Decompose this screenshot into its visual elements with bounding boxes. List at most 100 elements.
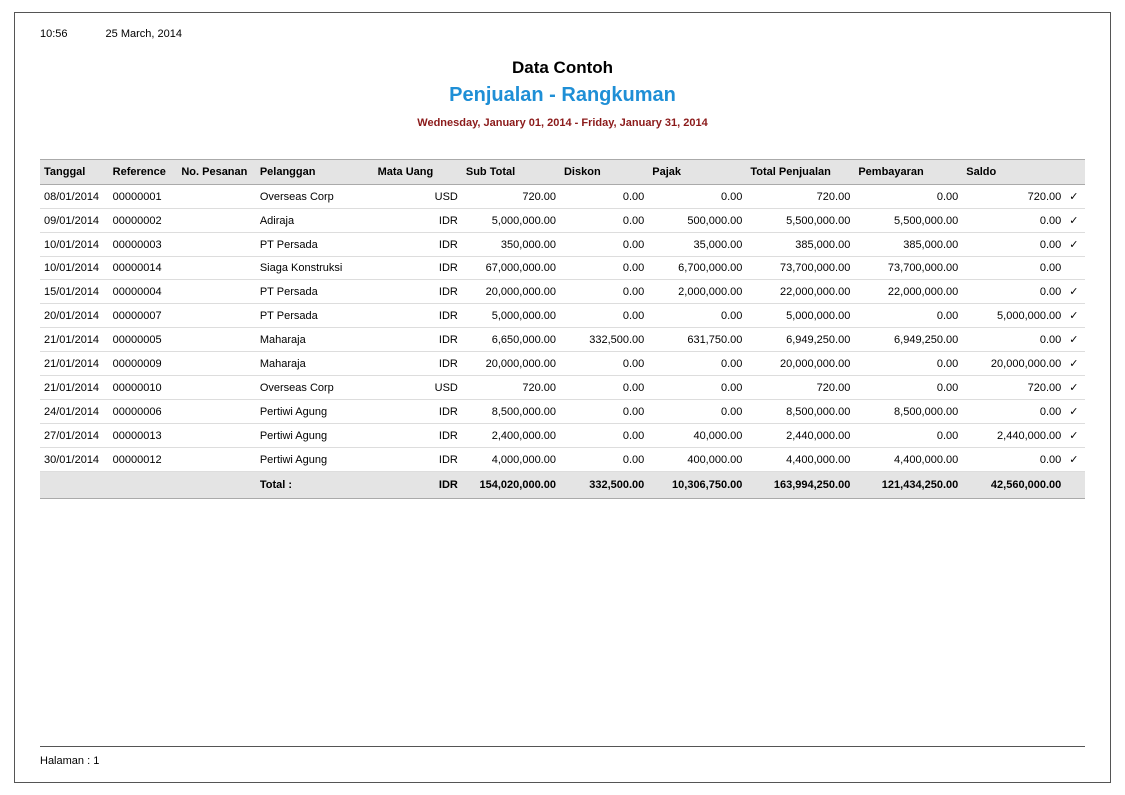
cell-total-penjualan: 720.00: [746, 185, 854, 209]
cell-tanggal: 27/01/2014: [40, 424, 109, 448]
cell-mata-uang: IDR: [374, 280, 462, 304]
cell-pesanan: [177, 304, 255, 328]
cell-tanggal: 10/01/2014: [40, 233, 109, 257]
sales-table: Tanggal Reference No. Pesanan Pelanggan …: [40, 159, 1085, 499]
total-diskon: 332,500.00: [560, 472, 648, 499]
table-row: 08/01/201400000001Overseas CorpUSD720.00…: [40, 185, 1085, 209]
cell-sub-total: 4,000,000.00: [462, 448, 560, 472]
cell-pelanggan: Pertiwi Agung: [256, 448, 374, 472]
cell-reference: 00000005: [109, 328, 178, 352]
cell-pembayaran: 0.00: [854, 185, 962, 209]
cell-reference: 00000004: [109, 280, 178, 304]
report-date: 25 March, 2014: [106, 28, 182, 40]
total-sub-total: 154,020,000.00: [462, 472, 560, 499]
cell-total-penjualan: 720.00: [746, 376, 854, 400]
cell-sub-total: 6,650,000.00: [462, 328, 560, 352]
cell-mata-uang: IDR: [374, 209, 462, 233]
table-row: 21/01/201400000010Overseas CorpUSD720.00…: [40, 376, 1085, 400]
cell-sub-total: 720.00: [462, 185, 560, 209]
cell-sub-total: 5,000,000.00: [462, 304, 560, 328]
cell-diskon: 0.00: [560, 304, 648, 328]
cell-tanggal: 10/01/2014: [40, 257, 109, 280]
cell-tanggal: 15/01/2014: [40, 280, 109, 304]
cell-mata-uang: IDR: [374, 424, 462, 448]
company-title: Data Contoh: [40, 58, 1085, 78]
check-icon: ✓: [1065, 209, 1085, 233]
report-date-range: Wednesday, January 01, 2014 - Friday, Ja…: [40, 117, 1085, 129]
cell-pesanan: [177, 424, 255, 448]
cell-total-penjualan: 385,000.00: [746, 233, 854, 257]
check-icon: ✓: [1065, 280, 1085, 304]
check-icon: ✓: [1065, 233, 1085, 257]
cell-sub-total: 20,000,000.00: [462, 280, 560, 304]
cell-pelanggan: PT Persada: [256, 304, 374, 328]
cell-pajak: 0.00: [648, 185, 746, 209]
cell-diskon: 0.00: [560, 376, 648, 400]
cell-pesanan: [177, 257, 255, 280]
check-icon: ✓: [1065, 304, 1085, 328]
total-label: Total :: [256, 472, 374, 499]
table-row: 30/01/201400000012Pertiwi AgungIDR4,000,…: [40, 448, 1085, 472]
table-row: 09/01/201400000002AdirajaIDR5,000,000.00…: [40, 209, 1085, 233]
cell-reference: 00000003: [109, 233, 178, 257]
cell-saldo: 0.00: [962, 328, 1065, 352]
cell-mata-uang: IDR: [374, 448, 462, 472]
check-icon: ✓: [1065, 400, 1085, 424]
cell-pesanan: [177, 376, 255, 400]
table-row: 21/01/201400000009MaharajaIDR20,000,000.…: [40, 352, 1085, 376]
cell-pajak: 6,700,000.00: [648, 257, 746, 280]
total-mata-uang: IDR: [374, 472, 462, 499]
cell-pajak: 40,000.00: [648, 424, 746, 448]
report-content: 10:56 25 March, 2014 Data Contoh Penjual…: [40, 28, 1085, 499]
col-mata-uang: Mata Uang: [374, 160, 462, 185]
cell-pajak: 400,000.00: [648, 448, 746, 472]
cell-sub-total: 67,000,000.00: [462, 257, 560, 280]
cell-pajak: 0.00: [648, 376, 746, 400]
cell-sub-total: 720.00: [462, 376, 560, 400]
report-title: Penjualan - Rangkuman: [40, 84, 1085, 107]
cell-pelanggan: Siaga Konstruksi: [256, 257, 374, 280]
cell-mata-uang: IDR: [374, 304, 462, 328]
col-saldo: Saldo: [962, 160, 1065, 185]
table-row: 15/01/201400000004 PT PersadaIDR20,000,00…: [40, 280, 1085, 304]
table-row: 20/01/201400000007PT PersadaIDR5,000,000…: [40, 304, 1085, 328]
cell-pembayaran: 6,949,250.00: [854, 328, 962, 352]
cell-mata-uang: IDR: [374, 257, 462, 280]
col-pesanan: No. Pesanan: [177, 160, 255, 185]
cell-reference: 00000007: [109, 304, 178, 328]
cell-pajak: 631,750.00: [648, 328, 746, 352]
cell-pelanggan: Pertiwi Agung: [256, 424, 374, 448]
cell-saldo: 20,000,000.00: [962, 352, 1065, 376]
cell-diskon: 0.00: [560, 280, 648, 304]
cell-saldo: 5,000,000.00: [962, 304, 1065, 328]
cell-tanggal: 08/01/2014: [40, 185, 109, 209]
cell-tanggal: 09/01/2014: [40, 209, 109, 233]
cell-pelanggan: PT Persada: [256, 233, 374, 257]
cell-diskon: 0.00: [560, 209, 648, 233]
cell-mata-uang: IDR: [374, 400, 462, 424]
cell-pelanggan: Pertiwi Agung: [256, 400, 374, 424]
cell-total-penjualan: 73,700,000.00: [746, 257, 854, 280]
cell-reference: 00000014: [109, 257, 178, 280]
header-info: 10:56 25 March, 2014: [40, 28, 1085, 40]
col-pelanggan: Pelanggan: [256, 160, 374, 185]
cell-total-penjualan: 6,949,250.00: [746, 328, 854, 352]
cell-total-penjualan: 5,000,000.00: [746, 304, 854, 328]
cell-pembayaran: 0.00: [854, 352, 962, 376]
col-sub-total: Sub Total: [462, 160, 560, 185]
report-titles: Data Contoh Penjualan - Rangkuman Wednes…: [40, 58, 1085, 129]
cell-mata-uang: IDR: [374, 233, 462, 257]
cell-pembayaran: 73,700,000.00: [854, 257, 962, 280]
total-pembayaran: 121,434,250.00: [854, 472, 962, 499]
col-tanggal: Tanggal: [40, 160, 109, 185]
cell-pelanggan: PT Persada: [256, 280, 374, 304]
col-check: [1065, 160, 1085, 185]
cell-tanggal: 21/01/2014: [40, 328, 109, 352]
cell-pembayaran: 4,400,000.00: [854, 448, 962, 472]
cell-diskon: 0.00: [560, 257, 648, 280]
cell-sub-total: 350,000.00: [462, 233, 560, 257]
cell-pesanan: [177, 233, 255, 257]
col-pajak: Pajak: [648, 160, 746, 185]
table-total-row: Total : IDR 154,020,000.00 332,500.00 10…: [40, 472, 1085, 499]
cell-total-penjualan: 5,500,000.00: [746, 209, 854, 233]
